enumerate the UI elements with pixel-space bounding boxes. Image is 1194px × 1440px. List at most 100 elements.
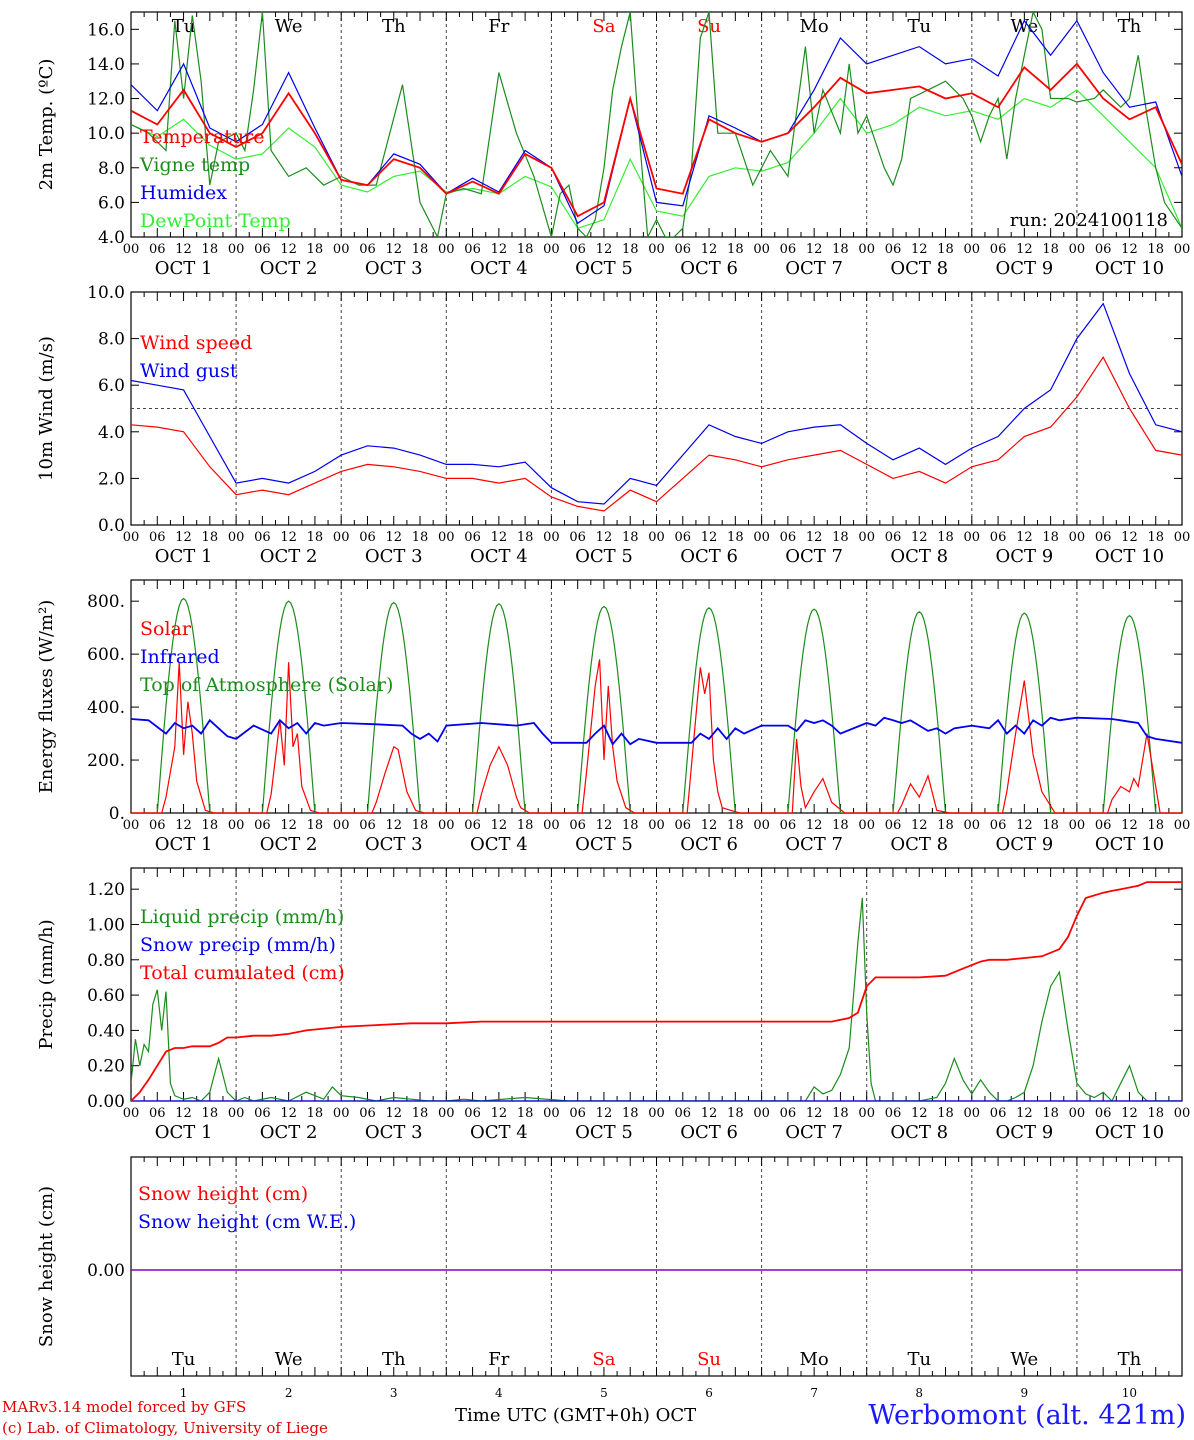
hour-tick-label: 18: [202, 818, 219, 833]
hour-tick-label: 18: [517, 818, 534, 833]
date-label: OCT 8: [890, 1122, 948, 1143]
hour-tick-label: 06: [780, 1106, 797, 1121]
weekday-label: Sa: [592, 1349, 615, 1370]
hour-tick-label: 06: [254, 530, 271, 545]
day-number-label: 4: [495, 1386, 503, 1400]
hour-tick-label: 12: [1121, 530, 1138, 545]
hour-tick-label: 12: [1016, 818, 1033, 833]
hour-tick-label: 12: [596, 1106, 613, 1121]
hour-tick-label: 00: [333, 242, 350, 257]
y-tick-label: 8.0: [98, 159, 125, 179]
lab-credit: (c) Lab. of Climatology, University of L…: [2, 1419, 328, 1437]
hour-tick-label: 00: [333, 530, 350, 545]
y-tick-label: 16.0: [87, 20, 125, 40]
date-label: OCT 9: [995, 258, 1053, 279]
hour-tick-label: 00: [228, 1106, 245, 1121]
weekday-label: Th: [1118, 1349, 1142, 1370]
hour-tick-label: 06: [359, 1106, 376, 1121]
hour-tick-label: 06: [569, 818, 586, 833]
series-line-wind-gust: [131, 302, 1182, 505]
weekday-label: Th: [1118, 16, 1142, 37]
hour-tick-label: 18: [202, 242, 219, 257]
series-line-wind-speed: [131, 356, 1182, 512]
hour-tick-label: 06: [359, 242, 376, 257]
panel-frame: [130, 11, 1183, 238]
hour-tick-label: 06: [149, 242, 166, 257]
y-tick-label: 0.0: [98, 516, 125, 536]
hour-tick-label: 18: [1147, 1106, 1164, 1121]
hour-tick-label: 18: [727, 530, 744, 545]
hour-tick-label: 06: [675, 242, 692, 257]
run-label: run: 2024100118: [1010, 210, 1168, 231]
hour-tick-label: 00: [543, 530, 560, 545]
hour-tick-label: 18: [622, 530, 639, 545]
hour-tick-label: 18: [832, 242, 849, 257]
date-label: OCT 1: [155, 834, 213, 855]
hour-tick-label: 12: [175, 242, 192, 257]
series-line-vigne-temp: [131, 12, 1182, 237]
hour-tick-label: 12: [701, 530, 718, 545]
hour-tick-label: 06: [569, 242, 586, 257]
hour-tick-label: 00: [753, 242, 770, 257]
hour-tick-label: 18: [1042, 1106, 1059, 1121]
day-number-label: 2: [285, 1386, 293, 1400]
y-tick-label: 0.00: [87, 1092, 125, 1112]
hour-tick-label: 12: [385, 530, 402, 545]
hour-tick-label: 00: [228, 242, 245, 257]
hour-tick-label: 00: [123, 1106, 140, 1121]
hour-tick-label: 00: [858, 818, 875, 833]
series-line-dewpoint-temp: [131, 89, 1182, 230]
model-credit: MARv3.14 model forced by GFS: [2, 1398, 247, 1416]
hour-tick-label: 06: [675, 1106, 692, 1121]
day-number-label: 10: [1122, 1386, 1137, 1400]
hour-tick-label: 18: [727, 818, 744, 833]
hour-tick-label: 18: [832, 530, 849, 545]
hour-tick-label: 12: [491, 1106, 508, 1121]
hour-tick-label: 18: [727, 242, 744, 257]
date-label: OCT 6: [680, 546, 738, 567]
date-label: OCT 3: [365, 1122, 423, 1143]
date-label: OCT 5: [575, 1122, 633, 1143]
date-label: OCT 8: [890, 258, 948, 279]
hour-tick-label: 00: [228, 530, 245, 545]
y-tick-label: 1.20: [87, 880, 125, 900]
hour-tick-label: 18: [622, 1106, 639, 1121]
series-line-humidex: [131, 19, 1182, 225]
y-axis-label: 2m Temp. (ºC): [36, 59, 57, 191]
date-label: OCT 1: [155, 1122, 213, 1143]
weekday-label: Su: [697, 1349, 721, 1370]
y-tick-label: 0.60: [87, 986, 125, 1006]
station-name: Werbomont (alt. 421m): [868, 1400, 1186, 1431]
date-label: OCT 9: [995, 834, 1053, 855]
hour-tick-label: 18: [727, 1106, 744, 1121]
hour-tick-label: 12: [806, 1106, 823, 1121]
hour-tick-label: 12: [280, 1106, 297, 1121]
hour-tick-label: 18: [412, 242, 429, 257]
weekday-label: We: [275, 1349, 303, 1370]
hour-tick-label: 18: [937, 818, 954, 833]
hour-tick-label: 06: [359, 818, 376, 833]
hour-tick-label: 12: [1121, 818, 1138, 833]
date-label: OCT 3: [365, 258, 423, 279]
day-number-label: 6: [705, 1386, 713, 1400]
hour-tick-label: 00: [333, 818, 350, 833]
hour-tick-label: 00: [543, 242, 560, 257]
hour-tick-label: 00: [1069, 1106, 1086, 1121]
legend-entry: Wind gust: [140, 360, 238, 382]
day-number-label: 1: [180, 1386, 188, 1400]
hour-tick-label: 18: [412, 1106, 429, 1121]
y-tick-label: 12.0: [87, 90, 125, 110]
weekday-label: Tu: [172, 1349, 196, 1370]
hour-tick-label: 00: [438, 530, 455, 545]
weekday-label: We: [1011, 1349, 1039, 1370]
hour-tick-label: 00: [858, 242, 875, 257]
hour-tick-label: 06: [1095, 530, 1112, 545]
y-tick-label: 0.80: [87, 951, 125, 971]
date-label: OCT 6: [680, 834, 738, 855]
hour-tick-label: 00: [858, 1106, 875, 1121]
date-label: OCT 2: [260, 834, 318, 855]
y-tick-label: 6.0: [98, 193, 125, 213]
hour-tick-label: 06: [675, 530, 692, 545]
hour-tick-label: 06: [885, 530, 902, 545]
